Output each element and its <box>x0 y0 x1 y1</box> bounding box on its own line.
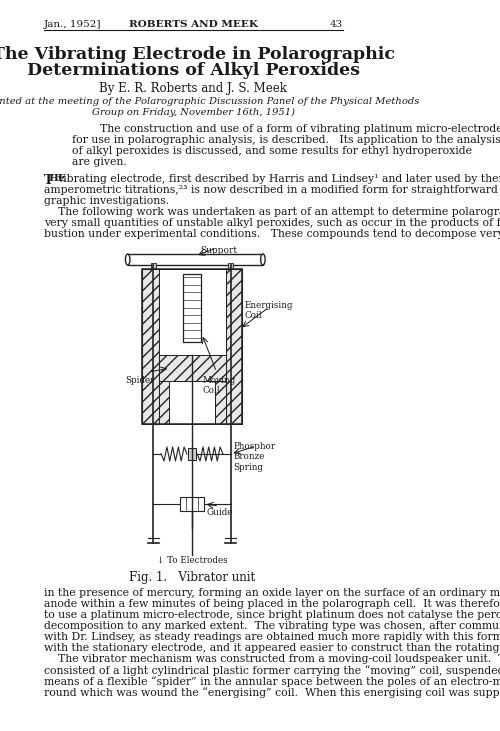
Text: anode within a few minutes of being placed in the polarograph cell.  It was ther: anode within a few minutes of being plac… <box>44 599 500 609</box>
Text: Guide: Guide <box>206 508 233 517</box>
Text: By E. R. Roberts and J. S. Meek: By E. R. Roberts and J. S. Meek <box>100 82 288 95</box>
Text: in the presence of mercury, forming an oxide layer on the surface of an ordinary: in the presence of mercury, forming an o… <box>44 588 500 598</box>
Text: with Dr. Lindsey, as steady readings are obtained much more rapidly with this fo: with Dr. Lindsey, as steady readings are… <box>44 632 500 642</box>
Text: vibrating electrode, first described by Harris and Lindsey¹ and later used by th: vibrating electrode, first described by … <box>57 174 500 184</box>
Text: to use a platinum micro-electrode, since bright platinum does not catalyse the p: to use a platinum micro-electrode, since… <box>44 610 500 620</box>
Text: very small quantities of unstable alkyl peroxides, such as occur in the products: very small quantities of unstable alkyl … <box>44 218 500 228</box>
Bar <box>142 269 242 424</box>
Bar <box>188 448 196 460</box>
Text: decomposition to any marked extent.  The vibrating type was chosen, after commun: decomposition to any marked extent. The … <box>44 621 500 631</box>
Text: Jan., 1952]: Jan., 1952] <box>44 20 102 29</box>
Text: The construction and use of a form of vibrating platinum micro-electrode,: The construction and use of a form of vi… <box>100 124 500 134</box>
Text: (Presented at the meeting of the Polarographic Discussion Panel of the Physical : (Presented at the meeting of the Polarog… <box>0 97 420 106</box>
Bar <box>158 269 226 355</box>
Text: ROBERTS AND MEEK: ROBERTS AND MEEK <box>129 20 258 29</box>
Bar <box>158 355 226 381</box>
Text: The vibrator mechanism was constructed from a moving-coil loudspeaker unit.  Thi: The vibrator mechanism was constructed f… <box>44 654 500 664</box>
Text: with the stationary electrode, and it appeared easier to construct than the rota: with the stationary electrode, and it ap… <box>44 643 500 653</box>
Ellipse shape <box>260 254 265 265</box>
Text: consisted of a light cylindrical plastic former carrying the “moving” coil, susp: consisted of a light cylindrical plastic… <box>44 665 500 675</box>
Text: T: T <box>44 174 54 187</box>
Bar <box>158 381 169 424</box>
Text: amperometric titrations,²³ is now described in a modified form for straightforwa: amperometric titrations,²³ is now descri… <box>44 185 500 195</box>
Text: 43: 43 <box>330 20 342 29</box>
Bar <box>228 263 234 270</box>
Bar <box>128 254 263 265</box>
Bar <box>151 263 156 270</box>
Text: The Vibrating Electrode in Polarographic: The Vibrating Electrode in Polarographic <box>0 46 395 63</box>
Text: Phosphor
Bronze
Spring: Phosphor Bronze Spring <box>234 442 276 471</box>
Text: Moving
Coil: Moving Coil <box>202 376 235 395</box>
Text: means of a flexible “spider” in the annular space between the poles of an electr: means of a flexible “spider” in the annu… <box>44 676 500 687</box>
Text: are given.: are given. <box>72 157 127 167</box>
Text: bustion under experimental conditions.   These compounds tend to decompose very : bustion under experimental conditions. T… <box>44 229 500 239</box>
Text: Energising
Coil: Energising Coil <box>245 301 294 320</box>
Ellipse shape <box>126 254 130 265</box>
Bar <box>180 497 204 511</box>
Text: of alkyl peroxides is discussed, and some results for ethyl hydroperoxide: of alkyl peroxides is discussed, and som… <box>72 146 472 156</box>
Text: The following work was undertaken as part of an attempt to determine polarograph: The following work was undertaken as par… <box>44 207 500 217</box>
Text: ↓ To Electrodes: ↓ To Electrodes <box>157 556 228 565</box>
Text: HE: HE <box>48 174 66 183</box>
Text: Support: Support <box>200 246 237 255</box>
Text: Group on Friday, November 16th, 1951): Group on Friday, November 16th, 1951) <box>92 108 295 117</box>
Bar <box>216 381 226 424</box>
Text: Spider: Spider <box>125 376 154 385</box>
Bar <box>169 381 216 424</box>
Text: graphic investigations.: graphic investigations. <box>44 196 169 206</box>
Text: Fig. 1.   Vibrator unit: Fig. 1. Vibrator unit <box>129 571 255 584</box>
Text: Determinations of Alkyl Peroxides: Determinations of Alkyl Peroxides <box>27 62 360 79</box>
Text: round which was wound the “energising” coil.  When this energising coil was supp: round which was wound the “energising” c… <box>44 687 500 698</box>
Bar <box>183 274 201 342</box>
Bar <box>142 269 158 424</box>
Text: for use in polarographic analysis, is described.   Its application to the analys: for use in polarographic analysis, is de… <box>72 135 500 145</box>
Bar <box>226 269 242 424</box>
